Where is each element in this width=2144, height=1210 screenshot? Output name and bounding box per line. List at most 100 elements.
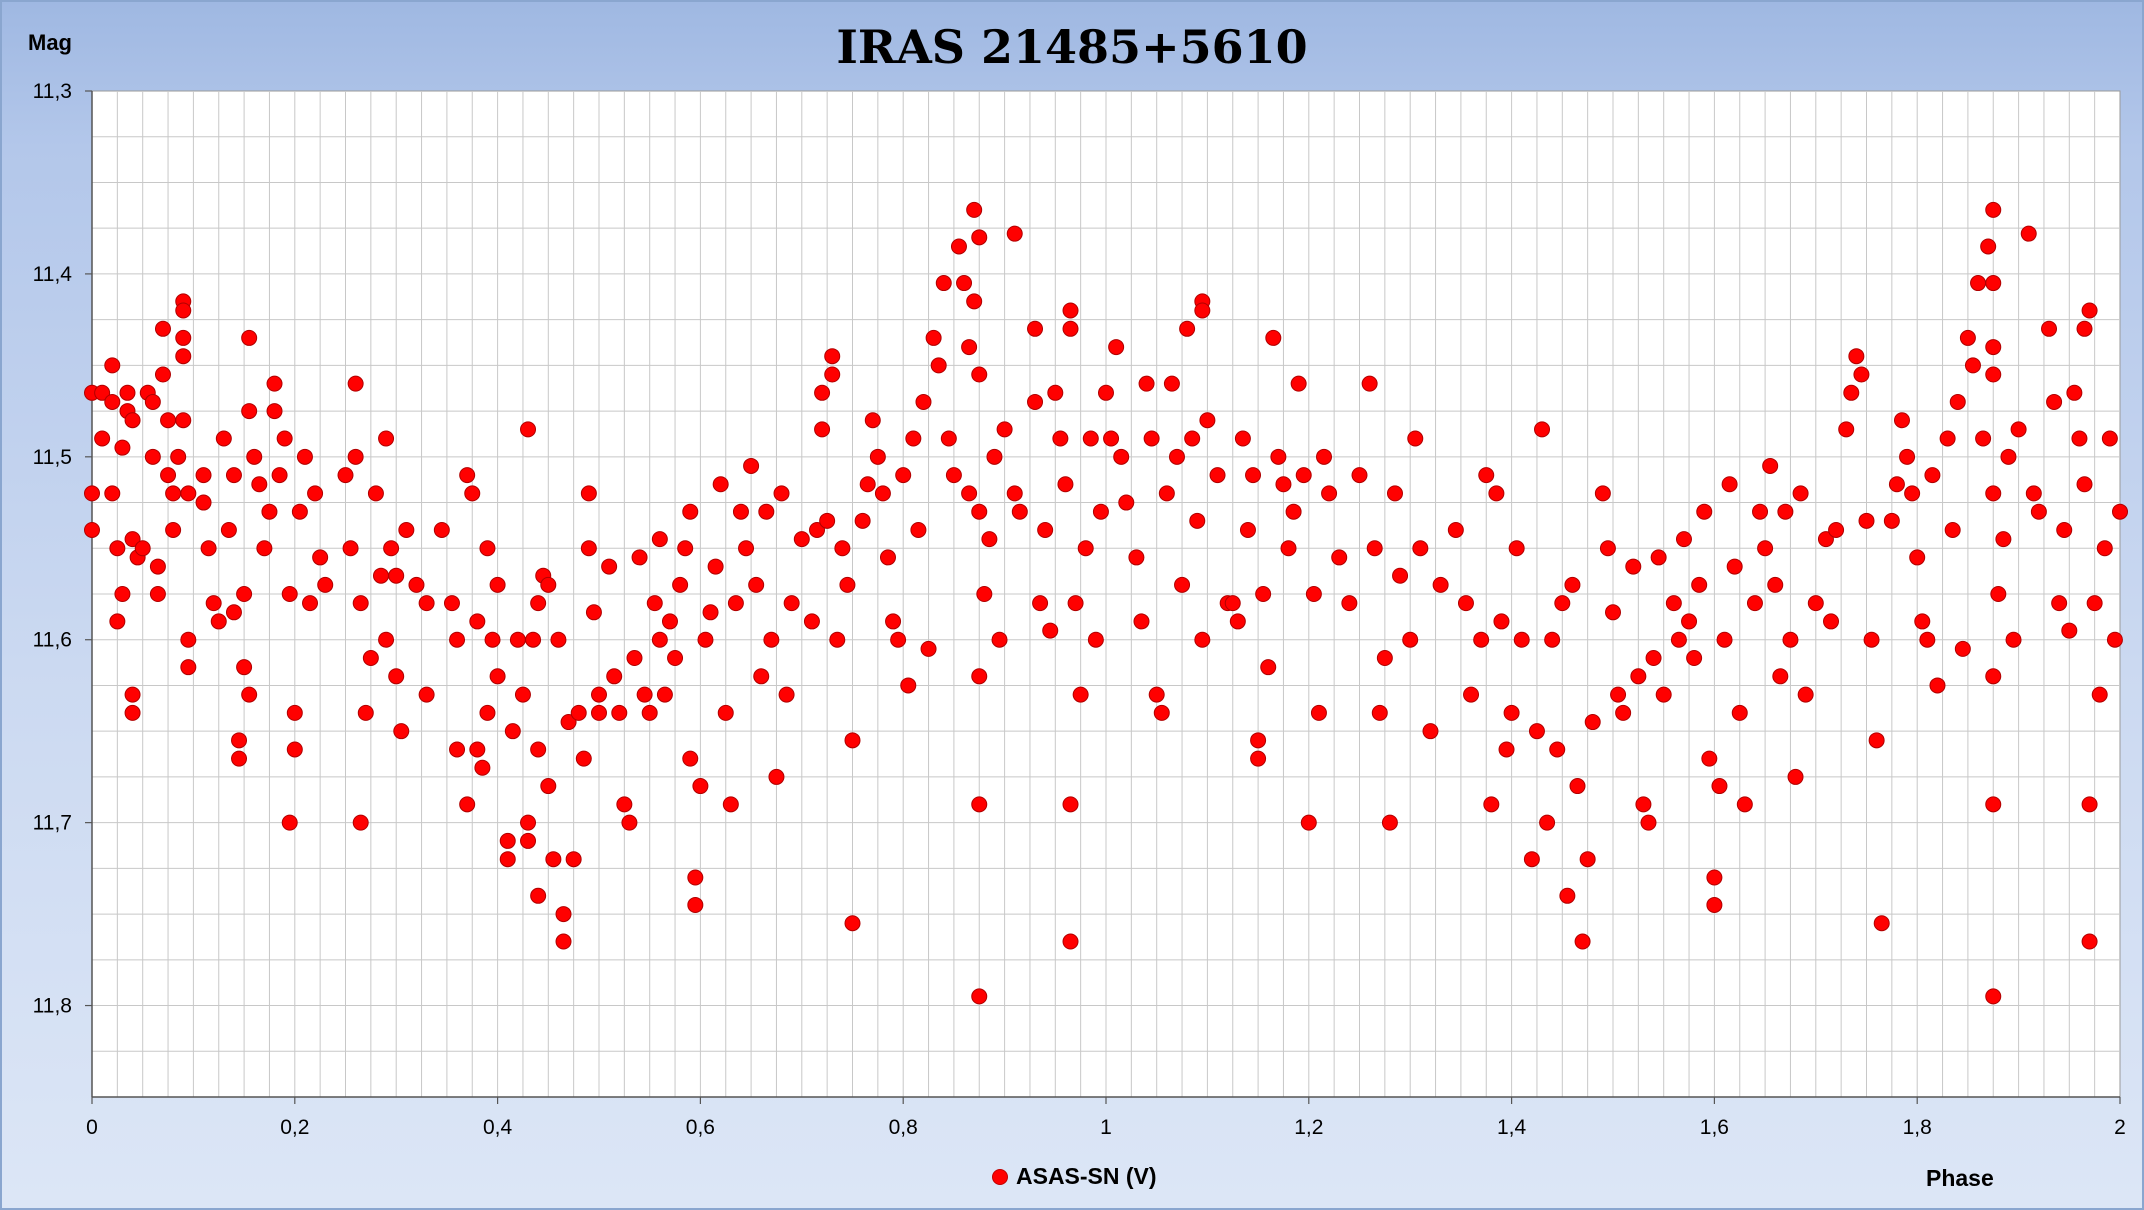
data-point <box>1179 320 1196 337</box>
data-point <box>215 430 232 447</box>
data-point <box>1726 558 1743 575</box>
x-tick-label: 1,8 <box>1903 1116 1932 1139</box>
data-point <box>1118 494 1135 511</box>
data-point <box>296 448 313 465</box>
data-point <box>966 201 983 218</box>
data-point <box>1949 393 1966 410</box>
data-point <box>920 640 937 657</box>
data-point <box>231 750 248 767</box>
data-point <box>1098 384 1114 401</box>
data-point <box>591 704 607 721</box>
data-point <box>631 549 648 566</box>
data-point <box>2112 503 2128 520</box>
data-point <box>1163 375 1180 392</box>
data-point <box>175 302 192 319</box>
data-point <box>1402 631 1419 648</box>
data-point <box>1579 851 1596 868</box>
data-point <box>1082 430 1099 447</box>
x-tick-label: 0,8 <box>889 1116 918 1139</box>
data-point <box>1392 567 1409 584</box>
data-point <box>1148 686 1165 703</box>
data-point <box>1954 640 1971 657</box>
data-point <box>1716 631 1733 648</box>
data-point <box>550 631 567 648</box>
data-point <box>1757 540 1774 557</box>
data-point <box>565 851 582 868</box>
data-point <box>1087 631 1104 648</box>
data-point <box>1721 476 1738 493</box>
data-point <box>890 631 907 648</box>
data-point <box>971 503 988 520</box>
data-point <box>1194 631 1211 648</box>
data-point <box>1042 622 1059 639</box>
data-point <box>905 430 922 447</box>
data-point <box>520 814 537 831</box>
data-point <box>144 448 161 465</box>
data-point <box>1964 357 1981 374</box>
data-point <box>869 448 886 465</box>
data-point <box>732 503 749 520</box>
data-point <box>443 595 460 612</box>
data-point <box>352 814 369 831</box>
data-point <box>854 512 871 529</box>
data-point <box>1645 650 1662 667</box>
data-point <box>727 595 744 612</box>
data-point <box>1331 549 1348 566</box>
data-point <box>418 686 435 703</box>
data-point <box>1706 896 1723 913</box>
data-point <box>1584 714 1601 731</box>
data-point <box>1432 576 1449 593</box>
data-point <box>585 604 602 621</box>
data-point <box>1168 448 1185 465</box>
data-point <box>469 741 486 758</box>
data-point <box>2030 503 2047 520</box>
data-point <box>1828 521 1845 538</box>
data-point <box>1929 677 1946 694</box>
data-point <box>1290 375 1307 392</box>
data-point <box>281 586 298 602</box>
data-point <box>347 448 364 465</box>
data-point <box>459 796 476 813</box>
data-point <box>1528 723 1545 740</box>
data-point <box>844 915 861 932</box>
data-point <box>1224 595 1241 612</box>
data-point <box>616 796 633 813</box>
data-point <box>1959 329 1976 346</box>
data-point <box>514 686 531 703</box>
data-point <box>104 357 121 374</box>
data-point <box>1133 613 1150 630</box>
data-point <box>1386 485 1403 502</box>
data-point <box>124 686 141 703</box>
data-point <box>1239 521 1256 538</box>
data-point <box>717 704 734 721</box>
data-point <box>398 521 415 538</box>
data-point <box>1630 668 1647 685</box>
y-tick-label: 11,6 <box>33 629 72 652</box>
data-point <box>803 613 820 630</box>
data-point <box>170 448 187 465</box>
data-point <box>1904 485 1921 502</box>
data-point <box>945 467 962 484</box>
data-point <box>337 467 354 484</box>
data-point <box>1990 586 2007 602</box>
data-point <box>712 476 729 493</box>
data-point <box>2101 430 2118 447</box>
data-point <box>1909 549 1926 566</box>
data-point <box>738 540 755 557</box>
data-point <box>94 384 111 401</box>
data-point <box>1985 339 2002 356</box>
data-point <box>180 485 197 502</box>
data-point <box>956 275 973 292</box>
data-point <box>489 668 506 685</box>
data-point <box>971 796 988 813</box>
data-point <box>362 650 379 667</box>
data-point <box>773 485 790 502</box>
data-point <box>317 576 334 593</box>
data-point <box>829 631 846 648</box>
data-point <box>1696 503 1713 520</box>
data-point <box>935 275 952 292</box>
data-point <box>601 558 618 575</box>
data-point <box>621 814 638 831</box>
data-point <box>611 704 628 721</box>
